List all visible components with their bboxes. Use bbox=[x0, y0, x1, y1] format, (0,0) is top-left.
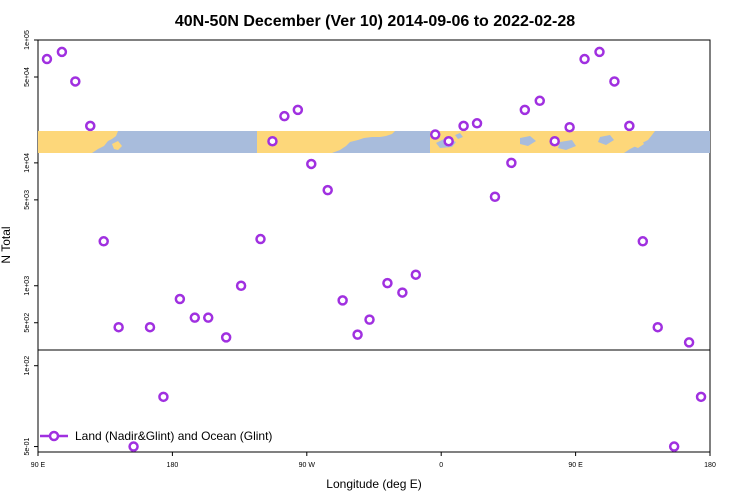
data-point bbox=[337, 295, 348, 306]
data-point bbox=[549, 135, 560, 147]
data-point bbox=[429, 129, 441, 140]
data-point bbox=[579, 53, 590, 65]
data-point bbox=[637, 236, 649, 247]
data-point bbox=[113, 321, 124, 333]
x-tick-label: 90 E bbox=[31, 462, 46, 469]
legend: Land (Nadir&Glint) and Ocean (Glint) bbox=[40, 429, 272, 443]
data-point bbox=[98, 236, 109, 247]
data-point bbox=[489, 191, 501, 203]
lower-panel-frame bbox=[37, 349, 711, 453]
y-tick-label: 1e+04 bbox=[24, 153, 31, 173]
data-point bbox=[144, 321, 156, 333]
data-point bbox=[458, 120, 469, 132]
y-tick-label: 5e-01 bbox=[24, 438, 31, 456]
data-point bbox=[292, 104, 304, 116]
data-point bbox=[594, 46, 605, 58]
data-point bbox=[306, 158, 317, 170]
data-point bbox=[443, 135, 454, 147]
data-point bbox=[506, 157, 517, 169]
x-tick-label: 90 E bbox=[568, 462, 583, 469]
y-tick-label: 5e+02 bbox=[24, 313, 31, 333]
data-point bbox=[189, 312, 201, 323]
data-point bbox=[364, 314, 375, 325]
data-points bbox=[41, 46, 707, 452]
data-point bbox=[564, 121, 575, 133]
chart-title: 40N-50N December (Ver 10) 2014-09-06 to … bbox=[175, 13, 575, 30]
y-tick-label: 5e+04 bbox=[24, 67, 31, 87]
data-point bbox=[70, 76, 81, 87]
x-tick-label: 180 bbox=[704, 462, 716, 469]
x-axis: 90 E 180 90 W 0 90 E 180 bbox=[31, 452, 716, 469]
data-point bbox=[652, 321, 663, 333]
y-axis-upper: 1e+05 5e+04 1e+04 5e+03 1e+03 5e+02 bbox=[24, 30, 38, 333]
data-point bbox=[56, 46, 68, 58]
data-point bbox=[668, 441, 680, 452]
data-point bbox=[471, 118, 483, 129]
data-point bbox=[235, 280, 247, 292]
data-point bbox=[267, 135, 278, 147]
data-point bbox=[609, 76, 620, 87]
x-tick-label: 180 bbox=[167, 462, 179, 469]
y-tick-label: 1e+02 bbox=[24, 356, 31, 376]
data-point bbox=[519, 104, 531, 116]
x-axis-label: Longitude (deg E) bbox=[326, 477, 421, 491]
data-point bbox=[202, 312, 214, 323]
data-point bbox=[279, 110, 290, 122]
x-tick-label: 0 bbox=[439, 462, 443, 469]
data-point bbox=[158, 391, 169, 403]
y-tick-label: 5e+03 bbox=[24, 190, 31, 210]
upper-panel-frame bbox=[37, 39, 711, 351]
world-map-strip bbox=[38, 131, 710, 153]
data-point bbox=[322, 184, 333, 196]
y-axis-label: N Total bbox=[0, 226, 13, 263]
data-point bbox=[397, 287, 408, 298]
x-tick-label: 90 W bbox=[299, 462, 316, 469]
data-point bbox=[128, 441, 139, 452]
data-point bbox=[85, 120, 96, 132]
y-tick-label: 1e+03 bbox=[24, 276, 31, 296]
data-point bbox=[534, 95, 546, 107]
y-axis-lower: 1e+02 5e-01 bbox=[24, 356, 38, 456]
data-point bbox=[382, 277, 393, 289]
data-point bbox=[41, 53, 53, 65]
data-point bbox=[255, 233, 266, 245]
legend-label: Land (Nadir&Glint) and Ocean (Glint) bbox=[75, 429, 272, 443]
data-point bbox=[683, 337, 695, 348]
data-point bbox=[220, 332, 232, 343]
y-tick-label: 1e+05 bbox=[24, 30, 31, 50]
data-point bbox=[352, 329, 363, 340]
data-point bbox=[624, 120, 635, 132]
data-point bbox=[174, 293, 186, 305]
legend-marker bbox=[48, 430, 60, 442]
data-point bbox=[695, 391, 707, 403]
data-point bbox=[410, 269, 422, 280]
